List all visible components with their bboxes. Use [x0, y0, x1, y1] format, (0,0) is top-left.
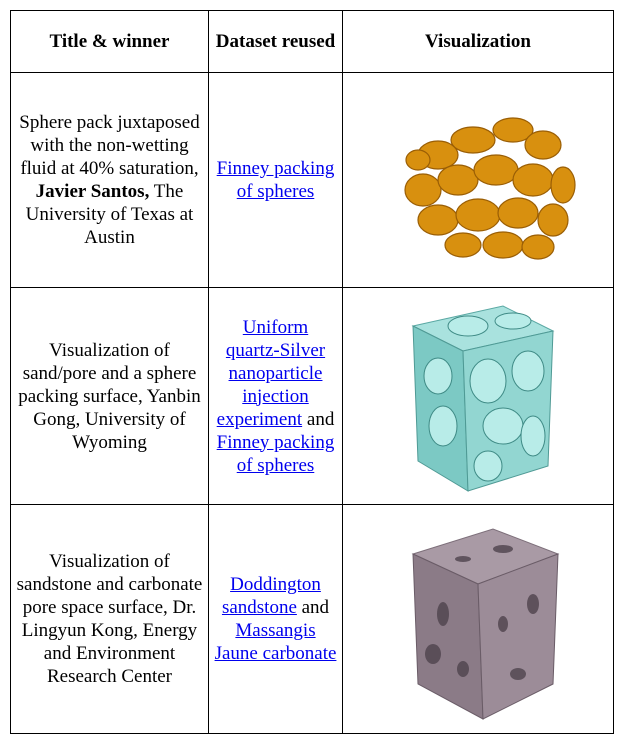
dataset-text: and — [306, 408, 335, 430]
dataset-link[interactable]: Finney packing of spheres — [216, 431, 335, 476]
header-cell: Visualization — [342, 10, 614, 73]
title-cell: Sphere pack juxtaposed with the non-wett… — [10, 72, 209, 288]
image-cell — [342, 504, 614, 734]
title-cell: Visualization of sand/pore and a sphere … — [10, 287, 209, 505]
title-cell: Visualization of sandstone and carbonate… — [10, 504, 209, 734]
dataset-cell: Finney packing of spheres — [208, 72, 343, 288]
row: Visualization of sandstone and carbonate… — [10, 504, 614, 734]
dataset-cell: Doddington sandstone and Massangis Jaune… — [208, 504, 343, 734]
winner: Javier Santos, — [35, 181, 150, 202]
image-cell — [342, 287, 614, 505]
header-cell: Dataset reused — [208, 10, 343, 73]
dataset-link[interactable]: Doddington sandstone — [221, 574, 321, 618]
sphere-pack-image — [404, 117, 576, 260]
dataset-cell: Uniform quartz-Silver nanoparticle injec… — [208, 287, 343, 505]
title-text: Sphere pack juxtaposed with the non-wett… — [19, 112, 200, 179]
sand-pore-image — [411, 305, 555, 492]
dataset-link[interactable]: Finney packing of spheres — [216, 158, 335, 202]
awards-table: Title & winner Dataset reused Visualizat… — [10, 10, 614, 734]
row: Visualization of sand/pore and a sphere … — [10, 287, 614, 505]
sandstone-image — [411, 528, 560, 720]
title-text: The University of Texas at Austin — [25, 181, 194, 248]
dataset-link[interactable]: Massangis Jaune carbonate — [214, 620, 337, 664]
header-cell: Title & winner — [10, 10, 209, 73]
image-cell — [342, 72, 614, 288]
row: Sphere pack juxtaposed with the non-wett… — [10, 72, 614, 288]
dataset-text: and — [301, 597, 330, 618]
dataset-link[interactable]: Uniform quartz-Silver nanoparticle injec… — [216, 316, 326, 430]
header-row: Title & winner Dataset reused Visualizat… — [10, 10, 614, 73]
